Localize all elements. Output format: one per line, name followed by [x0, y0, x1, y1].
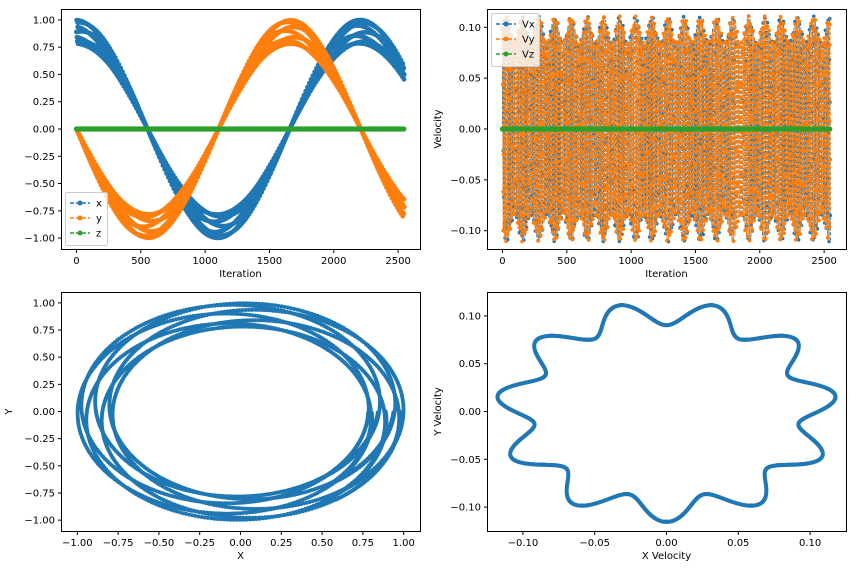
- series-z: [73, 126, 407, 132]
- y-tick-label: −0.10: [450, 226, 481, 237]
- y-axis-label: Y Velocity: [433, 387, 444, 437]
- y-tick-label: 1.00: [33, 15, 55, 26]
- y-tick-label: 0.05: [459, 359, 481, 370]
- x-tick-label: 500: [131, 256, 150, 267]
- x-tick-label: 0.25: [270, 538, 292, 549]
- y-tick-label: 0.00: [459, 407, 481, 418]
- chart-3: −1.00 −0.75 −0.50 −0.25 0.00 0.25 0.50 0.75 1.00…: [4, 292, 421, 562]
- x-tick-label: 2000: [747, 256, 772, 267]
- series-vz: [499, 126, 833, 132]
- axes-frame: [487, 292, 847, 532]
- y-tick-label: −0.25: [24, 152, 55, 163]
- y-tick-label: −0.75: [24, 488, 55, 499]
- y-tick-label: 0.05: [459, 74, 481, 85]
- y-tick-label: −1.00: [24, 234, 55, 245]
- x-tick-label: 500: [557, 256, 576, 267]
- x-tick-label: −0.75: [103, 538, 134, 549]
- x-tick-label: 0.10: [799, 538, 821, 549]
- x-tick-label: 1.00: [393, 538, 415, 549]
- x-tick-label: −0.50: [144, 538, 175, 549]
- x-tick-label: 1500: [257, 256, 282, 267]
- x-axis-label: Iteration: [219, 269, 261, 280]
- series-vy-line: [501, 16, 831, 242]
- x-tick-label: 0: [73, 256, 79, 267]
- y-tick-label: 0.10: [459, 311, 481, 322]
- y-tick-label: −0.50: [24, 179, 55, 190]
- y-tick-label: 0.50: [33, 353, 55, 364]
- x-tick-label: −0.10: [508, 538, 539, 549]
- x-axis-label: X: [237, 551, 244, 562]
- y-tick-label: −0.25: [24, 434, 55, 445]
- y-tick-label: −1.00: [24, 516, 55, 527]
- legend-label: x: [96, 199, 102, 210]
- x-tick-label: 2500: [385, 256, 410, 267]
- chart-1: 0 500 1000 1500 2000 2500 −1.00 −0.75 −0.50 −0.25…: [24, 9, 421, 280]
- plot-area: [499, 14, 833, 244]
- x-tick-label: 0.00: [229, 538, 251, 549]
- y-tick-label: −0.05: [450, 455, 481, 466]
- y-tick-label: −0.10: [450, 503, 481, 514]
- y-tick-label: 0.00: [459, 125, 481, 136]
- x-tick-label: 2500: [811, 256, 836, 267]
- x-tick-label: 1500: [683, 256, 708, 267]
- x-tick-label: 0.50: [311, 538, 333, 549]
- y-axis-label: Velocity: [433, 109, 444, 148]
- y-tick-label: 0.00: [33, 407, 55, 418]
- legend: Vx Vy Vz: [491, 13, 540, 67]
- plot-area: [73, 17, 407, 241]
- x-tick-label: 0.05: [727, 538, 749, 549]
- x-tick-label: −0.25: [184, 538, 215, 549]
- x-tick-label: 1000: [192, 256, 217, 267]
- x-tick-label: −0.05: [579, 538, 610, 549]
- legend-label: Vx: [522, 20, 535, 31]
- x-tick-label: 0.75: [352, 538, 374, 549]
- plot-area: [75, 301, 406, 522]
- y-tick-label: 1.00: [33, 298, 55, 309]
- x-tick-label: 2000: [321, 256, 346, 267]
- y-axis-label: Y: [4, 408, 15, 416]
- plot-area: [495, 303, 838, 524]
- x-tick-label: 0.00: [655, 538, 677, 549]
- legend-label: z: [96, 229, 101, 240]
- legend: xyz: [65, 192, 108, 246]
- y-tick-label: 0.75: [33, 43, 55, 54]
- legend-label: y: [96, 214, 102, 225]
- series-vxy: [495, 303, 838, 524]
- y-tick-label: 0.10: [459, 23, 481, 34]
- series-xy: [75, 301, 406, 522]
- x-axis-label: Iteration: [645, 269, 687, 280]
- legend-label: Vz: [522, 50, 534, 61]
- x-tick-label: 1000: [618, 256, 643, 267]
- x-tick-label: 0: [499, 256, 505, 267]
- y-tick-label: 0.50: [33, 70, 55, 81]
- y-tick-label: −0.75: [24, 206, 55, 217]
- y-tick-label: 0.75: [33, 326, 55, 337]
- series-vy: [500, 14, 833, 244]
- x-axis-label: X Velocity: [642, 551, 691, 562]
- series-x: [74, 17, 407, 241]
- chart-4: −0.10 −0.05 0.00 0.05 0.10 −0.10 −0.05 0.00 0.05…: [433, 292, 847, 562]
- y-tick-label: −0.05: [450, 175, 481, 186]
- y-tick-label: 0.25: [33, 380, 55, 391]
- y-tick-label: −0.50: [24, 461, 55, 472]
- legend-label: Vy: [522, 35, 535, 46]
- x-tick-label: −1.00: [62, 538, 93, 549]
- y-tick-label: 0.25: [33, 97, 55, 108]
- y-tick-label: 0.00: [33, 125, 55, 136]
- chart-2: 0 500 1000 1500 2000 2500 −0.10 −0.05 0.00 0.05 0.…: [433, 9, 847, 280]
